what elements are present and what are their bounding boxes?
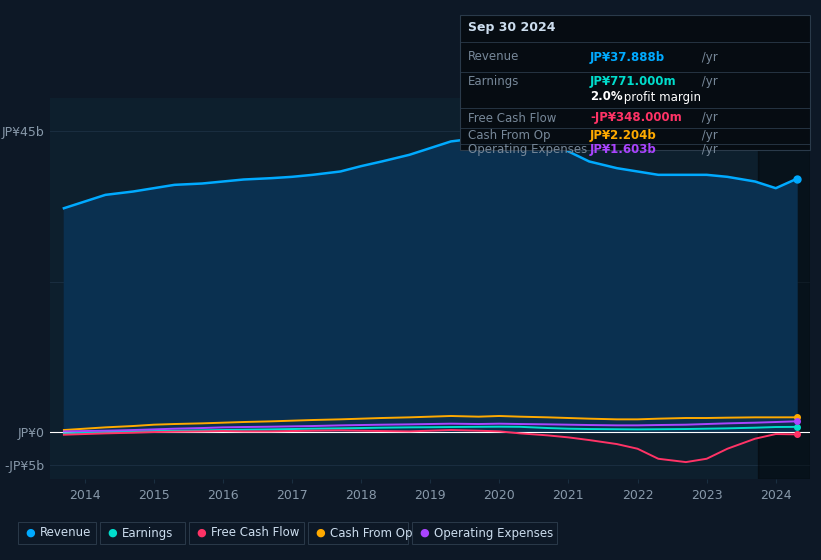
Text: Cash From Op: Cash From Op [330, 526, 412, 539]
Text: JP¥771.000m: JP¥771.000m [590, 76, 677, 88]
Text: ●: ● [315, 528, 325, 538]
Text: Free Cash Flow: Free Cash Flow [211, 526, 300, 539]
Text: Sep 30 2024: Sep 30 2024 [468, 21, 556, 35]
Text: JP¥2.204b: JP¥2.204b [590, 129, 657, 142]
Text: Revenue: Revenue [40, 526, 91, 539]
Text: /yr: /yr [698, 76, 718, 88]
Text: Operating Expenses: Operating Expenses [468, 142, 587, 156]
Text: ●: ● [196, 528, 206, 538]
Text: Earnings: Earnings [468, 76, 520, 88]
Text: Earnings: Earnings [122, 526, 173, 539]
Text: /yr: /yr [698, 142, 718, 156]
Text: Revenue: Revenue [468, 50, 520, 63]
Text: -JP¥348.000m: -JP¥348.000m [590, 111, 681, 124]
Text: Operating Expenses: Operating Expenses [434, 526, 553, 539]
Text: /yr: /yr [698, 129, 718, 142]
Text: JP¥37.888b: JP¥37.888b [590, 50, 665, 63]
Text: 2.0%: 2.0% [590, 91, 622, 104]
Text: ●: ● [420, 528, 429, 538]
Text: JP¥1.603b: JP¥1.603b [590, 142, 657, 156]
Bar [759, 98, 810, 479]
Text: /yr: /yr [698, 111, 718, 124]
Text: Free Cash Flow: Free Cash Flow [468, 111, 557, 124]
Text: profit margin: profit margin [620, 91, 701, 104]
Text: Cash From Op: Cash From Op [468, 129, 551, 142]
Text: ●: ● [25, 528, 34, 538]
Text: /yr: /yr [698, 50, 718, 63]
Text: ●: ● [107, 528, 117, 538]
